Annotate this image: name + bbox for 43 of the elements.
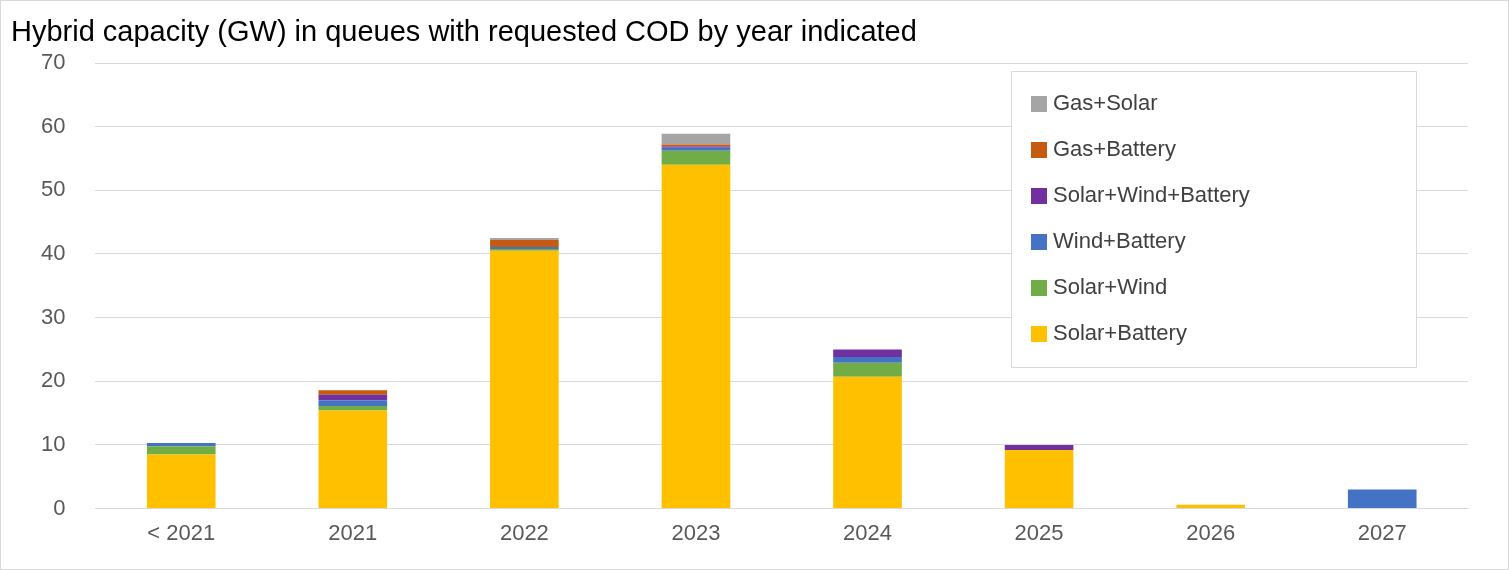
y-tick-label: 30 <box>40 303 66 329</box>
bar <box>318 406 388 411</box>
bar <box>1004 450 1074 509</box>
bar <box>490 239 559 247</box>
bar <box>661 133 731 145</box>
x-tick-label: 2025 <box>1014 519 1064 545</box>
bar <box>318 390 388 395</box>
bar <box>833 362 902 377</box>
y-tick-label: 10 <box>40 431 66 457</box>
bar <box>318 410 388 509</box>
x-tick-label: 2024 <box>843 519 892 545</box>
chart-title: Hybrid capacity (GW) in queues with requested COD by year indicated <box>11 15 917 48</box>
x-tick-label: 2023 <box>671 519 721 545</box>
legend-label: Gas+Solar <box>1053 90 1158 116</box>
bar <box>146 446 216 455</box>
bar <box>1004 444 1074 451</box>
bar <box>1176 504 1245 509</box>
legend-label: Wind+Battery <box>1053 228 1186 254</box>
y-tick-label: 50 <box>40 176 66 202</box>
y-tick-label: 0 <box>53 494 66 520</box>
bar <box>1347 489 1417 509</box>
x-tick-label: 2027 <box>1357 519 1407 545</box>
x-tick-label: 2022 <box>499 519 549 545</box>
x-tick-label: 2026 <box>1186 519 1236 545</box>
y-tick-label: 60 <box>40 112 66 138</box>
legend-label: Gas+Battery <box>1053 136 1176 162</box>
x-tick-label: 2021 <box>328 519 378 545</box>
y-tick-label: 70 <box>40 49 66 75</box>
legend-label: Solar+Wind+Battery <box>1053 182 1250 208</box>
bar <box>661 150 731 165</box>
y-tick-label: 20 <box>40 367 66 393</box>
bar <box>318 400 388 407</box>
bar <box>833 357 902 363</box>
legend-label: Solar+Battery <box>1053 320 1187 346</box>
bar <box>833 376 902 509</box>
bar <box>661 164 731 509</box>
bar <box>833 349 902 358</box>
bar <box>490 250 559 509</box>
bar <box>146 443 216 447</box>
bar <box>146 454 216 509</box>
y-tick-label: 40 <box>40 240 66 266</box>
legend-label: Solar+Wind <box>1053 274 1168 300</box>
x-tick-label: < 2021 <box>147 519 216 545</box>
